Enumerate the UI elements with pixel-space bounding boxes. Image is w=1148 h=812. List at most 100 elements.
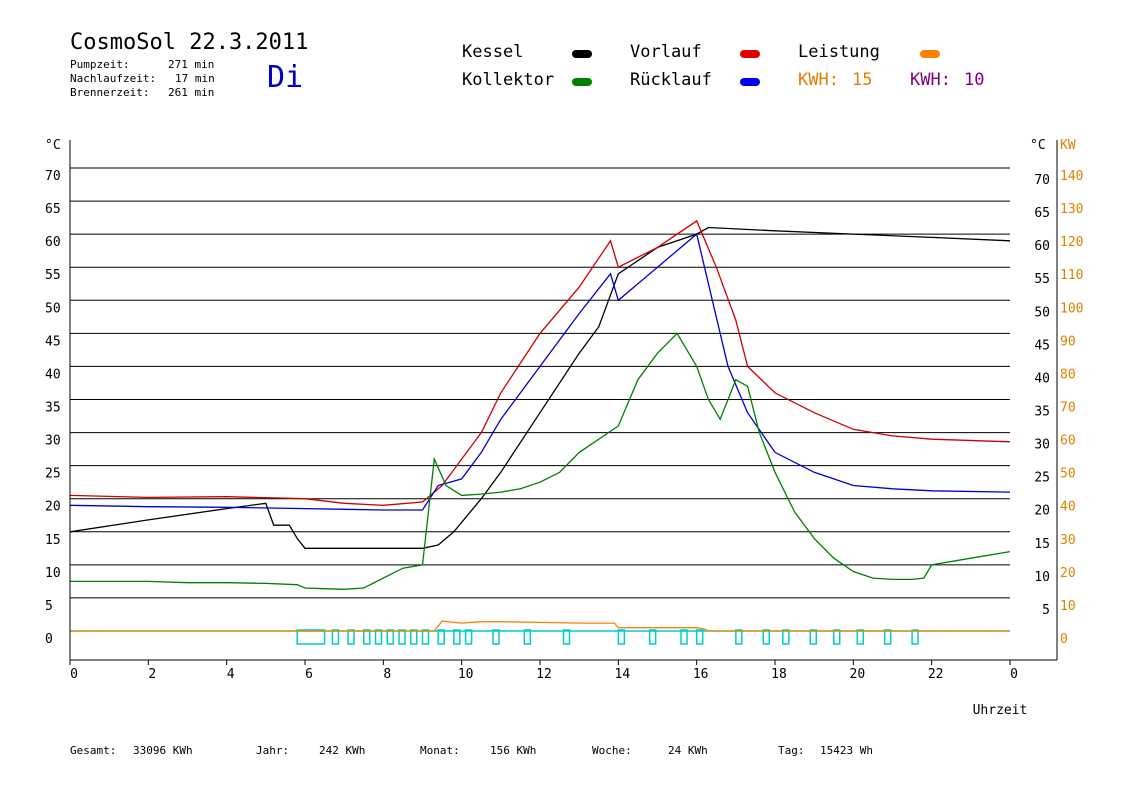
legend-kessel-swatch xyxy=(572,50,592,58)
y-axis-unit-right-power: KW xyxy=(1060,138,1076,153)
x-axis-title: Uhrzeit xyxy=(973,703,1028,718)
y-tick-label-left: 0 xyxy=(45,632,53,647)
weekday-label: Di xyxy=(267,60,304,95)
pump-pulse-box xyxy=(782,629,790,645)
pump-pulse-box xyxy=(809,629,817,645)
x-tick-label: 2 xyxy=(148,667,156,682)
chart-title: CosmoSol 22.3.2011 xyxy=(70,30,309,55)
pump-pulse-box xyxy=(464,629,473,645)
legend-kollektor-label: Kollektor xyxy=(462,70,555,90)
y-axis-unit-left: °C xyxy=(45,138,61,153)
y-tick-label-right-temp: 45 xyxy=(1034,338,1050,353)
footer-monat-value: 156 KWh xyxy=(490,744,537,757)
stat-label-nachlaufzeit: Nachlaufzeit: xyxy=(70,72,157,85)
x-tick-label: 4 xyxy=(227,667,235,682)
y-tick-label-left: 70 xyxy=(45,169,61,184)
y-tick-label-left: 35 xyxy=(45,401,61,416)
x-tick-label: 6 xyxy=(305,667,313,682)
series-line-rcklauf xyxy=(69,232,1011,511)
legend-kessel-label: Kessel xyxy=(462,42,524,62)
pump-pulse-box xyxy=(374,629,383,645)
series-line-leistung xyxy=(70,620,1010,632)
stat-value-brennerzeit: 261 min xyxy=(168,86,215,99)
pump-pulse-box xyxy=(421,629,430,645)
footer-gesamt-label: Gesamt: xyxy=(70,744,117,757)
y-tick-label-right-power: 80 xyxy=(1060,367,1076,382)
chart-tick-labels: °C °C KW0510152025303540455055606570510152… xyxy=(45,138,1083,718)
stat-label-pumpzeit: Pumpzeit: xyxy=(70,58,130,71)
pump-pulse-box xyxy=(437,629,445,645)
stat-value-pumpzeit: 271 min xyxy=(168,58,215,71)
legend-kollektor-swatch xyxy=(572,78,592,86)
y-tick-label-right-temp: 15 xyxy=(1034,537,1050,552)
y-axis-unit-right-temp: °C xyxy=(1030,138,1046,153)
series-line-vorlauf xyxy=(69,219,1011,506)
pump-on-block xyxy=(296,629,326,645)
x-tick-label: 18 xyxy=(771,667,787,682)
y-tick-label-right-temp: 5 xyxy=(1042,603,1050,618)
x-tick-label: 10 xyxy=(458,667,474,682)
pump-pulse-box xyxy=(492,629,500,645)
legend-vorlauf-label: Vorlauf xyxy=(630,42,702,62)
pump-pulse-box xyxy=(386,629,394,645)
y-tick-label-right-power: 110 xyxy=(1060,268,1083,283)
pump-pulse-box xyxy=(648,629,657,645)
chart-grid xyxy=(70,167,1010,632)
y-tick-label-right-power: 140 xyxy=(1060,169,1083,184)
pump-pulse-box xyxy=(562,629,571,645)
series-line-kollektor xyxy=(70,332,1011,590)
y-tick-label-right-power: 30 xyxy=(1060,533,1076,548)
y-tick-label-left: 45 xyxy=(45,334,61,349)
y-tick-label-right-temp: 10 xyxy=(1034,570,1050,585)
footer-woche-value: 24 KWh xyxy=(668,744,708,757)
x-tick-label: 22 xyxy=(928,667,944,682)
y-tick-label-right-temp: 60 xyxy=(1034,239,1050,254)
x-tick-label: 0 xyxy=(70,667,78,682)
pump-pulse-box xyxy=(883,629,892,645)
chart-series xyxy=(69,219,1011,632)
pump-pulse-box xyxy=(762,629,770,645)
pump-pulse-box xyxy=(833,629,841,645)
y-tick-label-left: 55 xyxy=(45,268,61,283)
footer-gesamt-value: 33096 KWh xyxy=(133,744,193,757)
y-tick-label-left: 65 xyxy=(45,202,61,217)
y-tick-label-right-temp: 30 xyxy=(1034,438,1050,453)
y-tick-label-right-temp: 70 xyxy=(1034,173,1050,188)
legend-leistung-label: Leistung xyxy=(798,42,880,62)
legend-vorlauf-swatch xyxy=(740,50,760,58)
y-tick-label-left: 15 xyxy=(45,533,61,548)
pump-pulse-box xyxy=(695,629,704,645)
y-tick-label-right-power: 100 xyxy=(1060,301,1083,316)
y-tick-label-right-power: 50 xyxy=(1060,467,1076,482)
x-tick-label: 0 xyxy=(1010,667,1018,682)
y-tick-label-right-temp: 40 xyxy=(1034,371,1050,386)
legend-ruecklauf-label: Rücklauf xyxy=(630,70,712,90)
x-tick-label: 20 xyxy=(850,667,866,682)
pump-pulse-box xyxy=(363,629,371,645)
legend-leistung-swatch xyxy=(920,50,940,58)
y-tick-label-right-power: 0 xyxy=(1060,632,1068,647)
footer-tag-label: Tag: xyxy=(778,744,805,757)
y-tick-label-right-power: 60 xyxy=(1060,434,1076,449)
y-tick-label-right-temp: 50 xyxy=(1034,305,1050,320)
footer-tag-value: 15423 Wh xyxy=(820,744,873,757)
x-tick-label: 16 xyxy=(693,667,709,682)
pump-pulse-box xyxy=(680,629,688,645)
y-tick-label-right-power: 20 xyxy=(1060,566,1076,581)
stat-label-brennerzeit: Brennerzeit: xyxy=(70,86,150,99)
y-tick-label-left: 20 xyxy=(45,500,61,515)
y-tick-label-left: 50 xyxy=(45,301,61,316)
legend-kwh2-value: 10 xyxy=(964,70,985,90)
chart-axes xyxy=(69,140,1058,665)
y-tick-label-right-temp: 25 xyxy=(1034,471,1050,486)
footer-jahr-label: Jahr: xyxy=(256,744,290,757)
pump-pulse-box xyxy=(331,629,340,645)
pump-pulse-box xyxy=(523,629,532,645)
footer-monat-label: Monat: xyxy=(420,744,460,757)
y-tick-label-left: 60 xyxy=(45,235,61,250)
pump-pulse-box xyxy=(398,629,406,645)
y-tick-label-right-power: 120 xyxy=(1060,235,1083,250)
stat-value-nachlaufzeit: 17 min xyxy=(175,72,215,85)
x-tick-label: 12 xyxy=(536,667,552,682)
footer-jahr-value: 242 KWh xyxy=(319,744,366,757)
